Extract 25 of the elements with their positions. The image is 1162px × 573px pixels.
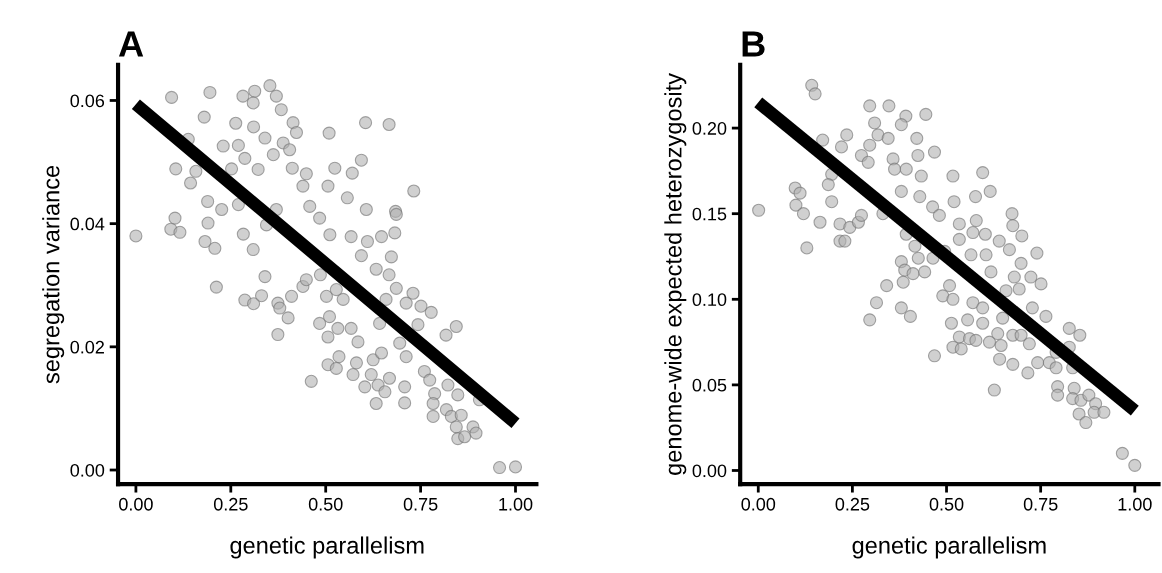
y-tick-label: 0.15	[692, 207, 727, 221]
x-tick-label: 0.75	[1023, 497, 1058, 511]
x-tick-label: 0.50	[308, 497, 343, 511]
x-tick-label: 1.00	[1118, 497, 1152, 511]
x-tick-label: 0.25	[835, 497, 870, 511]
x-axis-title: genetic parallelism	[230, 536, 424, 559]
y-tick-label: 0.20	[692, 122, 727, 135]
y-tick-label: 0.10	[692, 293, 727, 307]
y-tick-label: 0.00	[692, 464, 727, 478]
y-axis-title: genome-wide expected heterozygosity	[664, 73, 687, 475]
x-tick-label: 1.00	[499, 497, 533, 511]
y-tick-label: 0.00	[70, 463, 105, 477]
y-axis-title: segregation variance	[42, 165, 65, 384]
chart-title: B	[742, 31, 765, 57]
x-axis-title: genetic parallelism	[852, 536, 1046, 559]
chart-title: A	[118, 31, 144, 57]
x-tick-label: 0.00	[119, 497, 153, 511]
y-tick-label: 0.05	[692, 378, 727, 392]
y-tick-label: 0.02	[70, 340, 104, 354]
x-tick-label: 0.25	[213, 497, 248, 511]
x-tick-label: 0.50	[929, 497, 964, 511]
y-tick-label: 0.04	[70, 217, 105, 231]
x-tick-label: 0.75	[403, 497, 438, 511]
y-tick-label: 0.06	[70, 94, 105, 108]
x-tick-label: 0.00	[741, 497, 776, 511]
